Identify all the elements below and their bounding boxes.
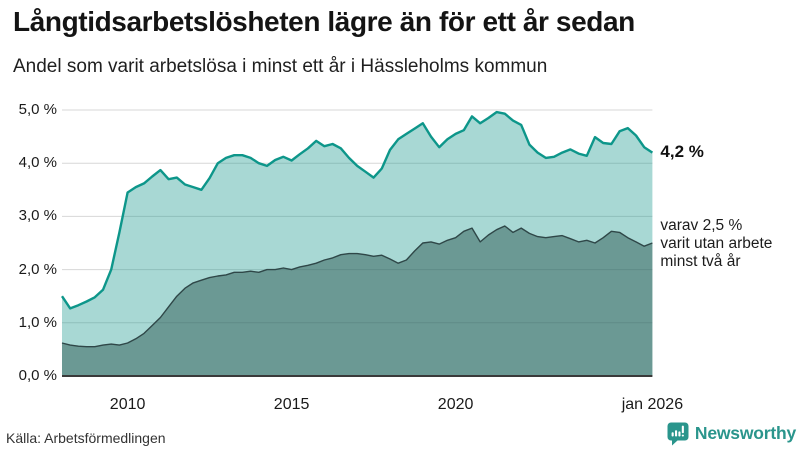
area-one-year bbox=[62, 112, 653, 376]
newsworthy-bubble-icon bbox=[667, 422, 689, 446]
y-tick-label: 1,0 % bbox=[18, 313, 57, 331]
x-tick-label: jan 2026 bbox=[621, 396, 684, 413]
y-tick-label: 2,0 % bbox=[18, 260, 57, 278]
page-title: Långtidsarbetslösheten lägre än för ett … bbox=[13, 6, 635, 37]
y-tick-label: 4,0 % bbox=[18, 154, 57, 172]
source-note: Källa: Arbetsförmedlingen bbox=[6, 430, 166, 446]
newsworthy-wordmark: Newsworthy bbox=[694, 423, 796, 443]
chart-subtitle: Andel som varit arbetslösa i minst ett å… bbox=[13, 56, 548, 77]
newsworthy-logo[interactable]: Newsworthy bbox=[666, 421, 796, 446]
y-tick-label: 3,0 % bbox=[18, 207, 57, 225]
y-tick-label: 0,0 % bbox=[18, 367, 57, 384]
x-tick-label: 2020 bbox=[437, 396, 474, 413]
annotation-last-value: 4,2 % bbox=[660, 141, 704, 161]
annotation-line: varav 2,5 % bbox=[660, 217, 743, 234]
y-tick-label: 5,0 % bbox=[18, 101, 57, 118]
area-two-year bbox=[62, 226, 653, 376]
annotation-secondary-value: varav 2,5 % varit utan arbete minst två år bbox=[660, 217, 772, 271]
area-chart bbox=[61, 109, 654, 377]
annotation-line: minst två år bbox=[660, 253, 741, 270]
line-two-year bbox=[61, 225, 653, 348]
annotation-line: varit utan arbete bbox=[660, 235, 773, 252]
x-tick-label: 2015 bbox=[273, 396, 310, 413]
line-one-year bbox=[61, 110, 654, 310]
x-tick-label: 2010 bbox=[109, 396, 146, 413]
